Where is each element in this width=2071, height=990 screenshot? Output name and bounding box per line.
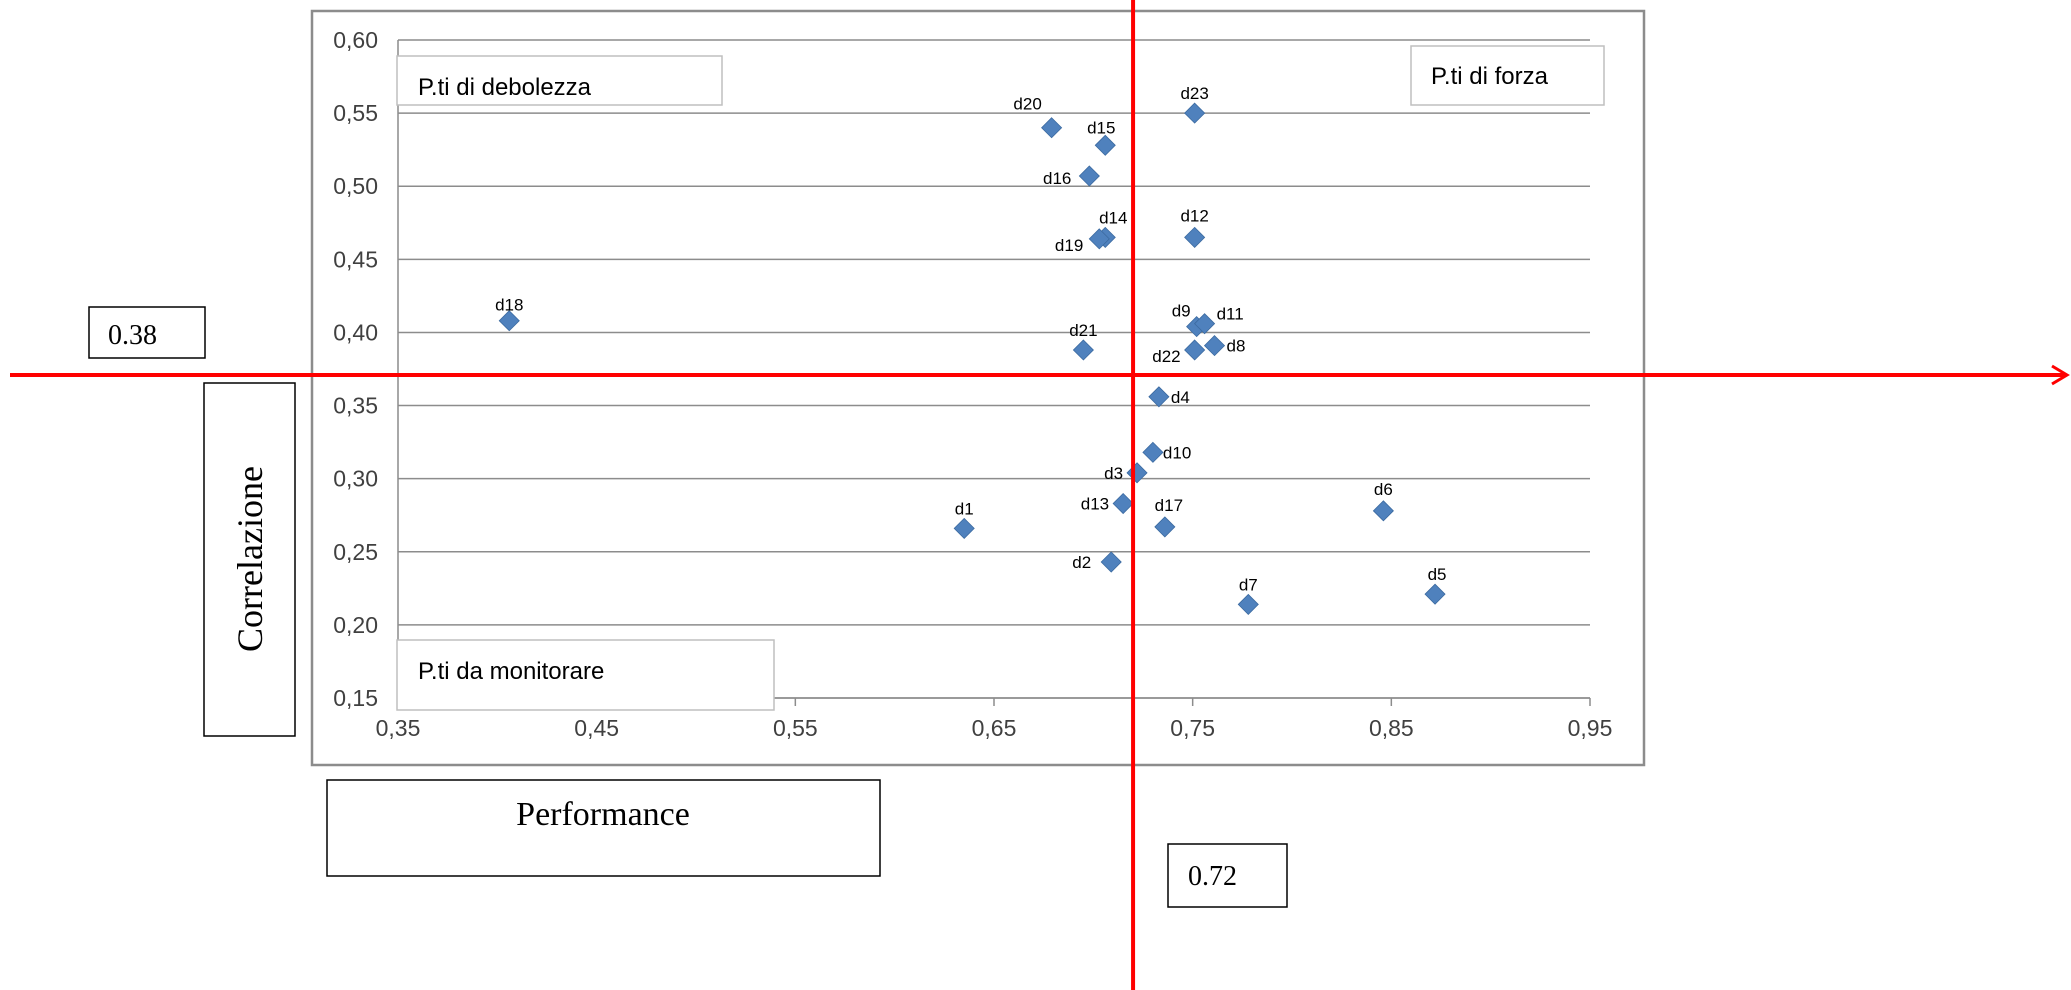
x-tick-label: 0,85 [1369, 715, 1414, 741]
point-label-d5: d5 [1428, 565, 1447, 584]
y-axis-title: Correlazione [230, 466, 270, 652]
point-d15 [1094, 134, 1116, 156]
point-d8 [1203, 335, 1226, 357]
threshold-x-value-box: 0.72 [1167, 843, 1288, 908]
point-d2 [1100, 551, 1122, 573]
y-tick-label: 0,40 [333, 319, 378, 345]
threshold-lines [10, 0, 2070, 990]
point-label-d18: d18 [495, 296, 523, 315]
x-tick-label: 0,95 [1568, 715, 1613, 741]
threshold-y-value: 0.38 [108, 320, 157, 351]
point-label-d9: d9 [1172, 302, 1191, 321]
quadrant-label-strength-text: P.ti di forza [1431, 63, 1549, 90]
point-label-d22: d22 [1152, 347, 1180, 366]
quadrant-label-monitor: P.ti da monitorare [396, 639, 775, 711]
x-tick-label: 0,75 [1170, 715, 1215, 741]
point-d16 [1078, 165, 1100, 187]
point-label-d10: d10 [1163, 443, 1191, 462]
quadrant-label-weakness-text: P.ti di debolezza [418, 74, 592, 101]
y-tick-label: 0,35 [333, 393, 378, 419]
point-label-d23: d23 [1180, 84, 1208, 103]
point-d1 [953, 517, 975, 539]
x-axis-tick-labels: 0,35 0,45 0,55 0,65 0,75 0,85 0,95 [376, 715, 1613, 741]
quadrant-label-monitor-text: P.ti da monitorare [418, 658, 604, 685]
x-tick-label: 0,65 [972, 715, 1017, 741]
point-d22 [1184, 339, 1206, 361]
point-label-d6: d6 [1374, 480, 1393, 499]
point-d20 [1041, 117, 1063, 139]
point-d7 [1237, 593, 1259, 615]
point-label-d21: d21 [1069, 321, 1097, 340]
y-tick-label: 0,30 [333, 466, 378, 492]
point-d4 [1148, 386, 1170, 408]
point-d19 [1088, 228, 1110, 250]
threshold-y-value-box: 0.38 [88, 306, 206, 359]
point-d23 [1184, 102, 1206, 124]
point-label-d20: d20 [1013, 95, 1041, 114]
point-label-d12: d12 [1180, 206, 1208, 225]
scatter-points: d1 d2 d3 d4 d5 d6 d7 d8 d9 d10 d11 d12 d13 d14 d15 d16 d… [495, 84, 1447, 615]
y-tick-label: 0,25 [333, 539, 378, 565]
x-axis-title: Performance [516, 796, 690, 833]
point-d13 [1112, 492, 1134, 515]
point-d17 [1154, 516, 1176, 538]
point-label-d8: d8 [1227, 337, 1246, 356]
point-d6 [1372, 500, 1394, 522]
y-tick-label: 0,50 [333, 173, 378, 199]
point-label-d2: d2 [1072, 553, 1091, 572]
y-tick-label: 0,60 [333, 27, 378, 53]
point-d5 [1424, 583, 1446, 605]
point-label-d4: d4 [1171, 388, 1190, 407]
point-label-d17: d17 [1155, 496, 1183, 515]
y-axis-title-box: Correlazione [203, 382, 296, 737]
x-tick-label: 0,55 [773, 715, 818, 741]
point-label-d14: d14 [1099, 208, 1127, 227]
point-label-d19: d19 [1055, 236, 1083, 255]
quadrant-label-weakness: P.ti di debolezza [396, 55, 723, 106]
y-axis-tick-labels: 0,60 0,55 0,50 0,45 0,40 0,35 0,30 0,25 0,20 0,15 [333, 27, 378, 711]
quadrant-label-strength: P.ti di forza [1410, 45, 1605, 106]
point-d11 [1194, 313, 1216, 335]
x-axis-title-box: Performance [326, 779, 881, 877]
point-label-d3: d3 [1104, 464, 1123, 483]
y-tick-label: 0,45 [333, 246, 378, 272]
point-label-d16: d16 [1043, 169, 1071, 188]
arrow-head-icon [2051, 364, 2070, 386]
point-label-d1: d1 [955, 499, 974, 518]
point-d18 [498, 310, 520, 332]
point-label-d7: d7 [1239, 575, 1258, 594]
y-tick-label: 0,55 [333, 100, 378, 126]
point-label-d11: d11 [1217, 305, 1244, 324]
threshold-x-value: 0.72 [1188, 861, 1237, 892]
x-tick-label: 0,35 [376, 715, 421, 741]
point-d12 [1184, 226, 1206, 248]
point-d21 [1072, 339, 1094, 361]
point-label-d15: d15 [1087, 118, 1115, 137]
y-tick-label: 0,15 [333, 685, 378, 711]
point-d10 [1142, 441, 1164, 463]
point-label-d13: d13 [1081, 495, 1109, 514]
y-tick-label: 0,20 [333, 612, 378, 638]
x-tick-label: 0,45 [574, 715, 619, 741]
